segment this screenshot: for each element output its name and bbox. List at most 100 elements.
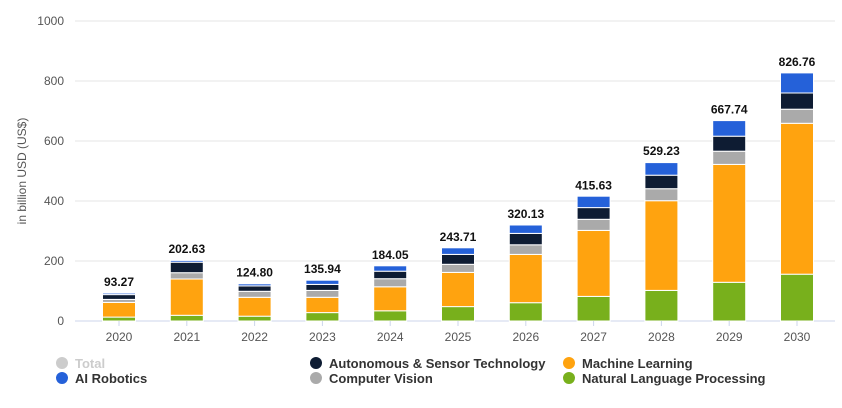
x-tick-label: 2030 [784,330,811,344]
legend-item[interactable]: AI Robotics [56,371,147,386]
bar-segment [373,265,408,272]
bar-segment [305,312,340,322]
y-tick-label: 600 [44,134,64,148]
x-tick-label: 2028 [648,330,675,344]
data-label: 667.74 [711,103,748,117]
bar-segment [441,247,475,255]
y-tick-label: 200 [44,254,64,268]
data-label: 135.94 [304,262,341,276]
y-axis-label: in billion USD (US$) [15,118,29,225]
bar-segment [508,232,543,246]
bar-segment [102,294,136,300]
bar-segment [712,120,747,137]
data-label: 243.71 [440,230,477,244]
bar-segment [373,310,408,322]
bar-segment [373,278,408,288]
bar-segment [576,195,611,209]
y-tick-label: 1000 [37,14,64,28]
data-label: 529.23 [643,144,680,158]
bar-segment [373,286,408,312]
legend-label: Computer Vision [329,371,433,386]
bar-segment [508,224,543,234]
legend-marker [310,372,322,384]
x-tick-label: 2022 [241,330,268,344]
y-tick-label: 800 [44,74,64,88]
bar-segment [237,285,272,292]
bar-segment [712,163,747,283]
bar-segment [237,290,272,298]
bar-segment [237,315,272,322]
bar-segment [169,278,204,316]
legend-label: Machine Learning [582,356,693,371]
bar-segment [780,122,814,275]
bar-segment [102,301,136,318]
bar-segment [644,289,679,322]
x-tick-label: 2021 [173,330,200,344]
bar-segment [712,150,747,165]
legend-marker [56,372,68,384]
legend-item[interactable]: Machine Learning [563,356,693,371]
bar-segment [712,281,747,322]
legend-marker [563,372,575,384]
bar-segment [780,72,814,94]
bar-segment [305,279,340,285]
data-label: 184.05 [372,248,409,262]
bar-segment [305,283,340,291]
bar-segment [576,295,611,322]
legend-marker [310,357,322,369]
bar-segment [576,218,611,231]
legend-label: Autonomous & Sensor Technology [329,356,546,371]
x-tick-label: 2029 [716,330,743,344]
bar-segment [305,296,340,314]
bar-segment [102,292,136,296]
x-tick-label: 2026 [512,330,539,344]
bar-segment [780,108,814,124]
legend-item[interactable]: Natural Language Processing [563,371,766,386]
bar-segment [441,253,475,265]
bar-segment [644,200,679,291]
data-label: 415.63 [575,178,612,192]
data-label: 93.27 [104,275,134,289]
bars: 93.27 202.63 124.80 135.94 184.05 243.71 320.1… [102,55,816,322]
bar-segment [373,270,408,280]
bar-segment [441,306,475,322]
bar-segment [441,271,475,308]
bar-segment [576,229,611,297]
data-label: 826.76 [779,55,816,69]
x-tick-label: 2025 [445,330,472,344]
legend-item[interactable]: Computer Vision [310,371,433,386]
data-label: 320.13 [507,207,544,221]
bar-segment [780,92,814,110]
bar-segment [780,273,814,322]
bar-segment [508,302,543,322]
bar-segment [508,244,543,255]
legend-label: Natural Language Processing [582,371,766,386]
data-label: 124.80 [236,266,273,280]
x-tick-label: 2024 [377,330,404,344]
x-tick-label: 2023 [309,330,336,344]
bar-segment [237,296,272,317]
legend-label: Total [75,356,105,371]
bar-segment [644,188,679,202]
x-axis-ticks: 2020 2021 2022 2023 2024 2025 2026 2027 2028 2029… [106,321,811,344]
bar-segment [169,314,204,322]
bar-segment [712,135,747,152]
bar-segment [644,174,679,190]
legend-item[interactable]: Total [56,356,105,371]
bar-segment [305,289,340,298]
bar-segment [508,253,543,304]
bar-segment [644,162,679,176]
y-axis-ticks: 0 200 400 600 800 1000 [37,14,64,328]
bar-segment [102,316,136,322]
bar-segment [441,263,475,273]
y-tick-label: 0 [57,314,64,328]
x-tick-label: 2027 [580,330,607,344]
legend-marker [563,357,575,369]
bar-segment [169,272,204,280]
legend-label: AI Robotics [75,371,147,386]
legend-item[interactable]: Autonomous & Sensor Technology [310,356,546,371]
data-label: 202.63 [168,242,205,256]
y-tick-label: 400 [44,194,64,208]
